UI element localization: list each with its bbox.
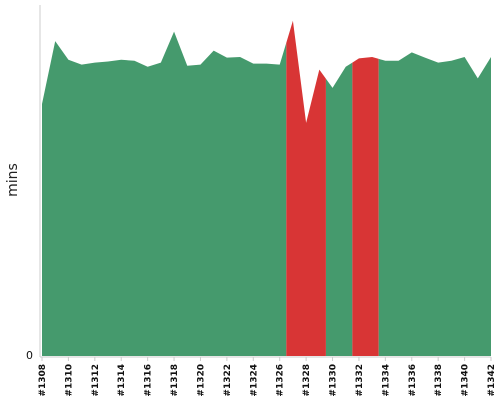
x-tick-label: #1308 (38, 364, 48, 397)
x-tick-label: #1310 (64, 364, 74, 397)
x-tick-label: #1316 (144, 364, 154, 397)
x-tick-label: #1332 (355, 364, 365, 397)
x-tick-label: #1312 (91, 364, 101, 397)
x-tick-label: #1320 (196, 364, 206, 397)
area-series (42, 20, 491, 357)
failed-area-3 (352, 56, 379, 357)
failed-area-1 (286, 20, 326, 356)
y-axis-label: mins (5, 163, 21, 197)
x-tick-label: #1324 (249, 364, 259, 397)
x-tick-label: #1318 (170, 364, 180, 397)
ok-area-4 (378, 52, 491, 356)
x-tick-label: #1330 (329, 364, 339, 397)
y-tick-label: 0 (26, 349, 33, 362)
x-tick-label: #1322 (223, 364, 233, 397)
axes (39, 5, 491, 358)
x-tick-labels: #1308 #1310 #1312 #1314 #1316 #1318 #1320 #1322… (38, 357, 497, 397)
x-tick-label: #1314 (117, 364, 127, 397)
x-tick-label: #1338 (434, 364, 444, 397)
x-tick-label: #1342 (487, 364, 497, 397)
x-tick-label: #1336 (408, 364, 418, 397)
ok-area-0 (42, 31, 287, 357)
x-tick-label: #1340 (461, 364, 471, 397)
x-tick-label: #1328 (302, 364, 312, 397)
x-tick-label: #1326 (276, 364, 286, 397)
x-tick-label: #1334 (381, 364, 391, 397)
ok-area-2 (325, 62, 353, 357)
